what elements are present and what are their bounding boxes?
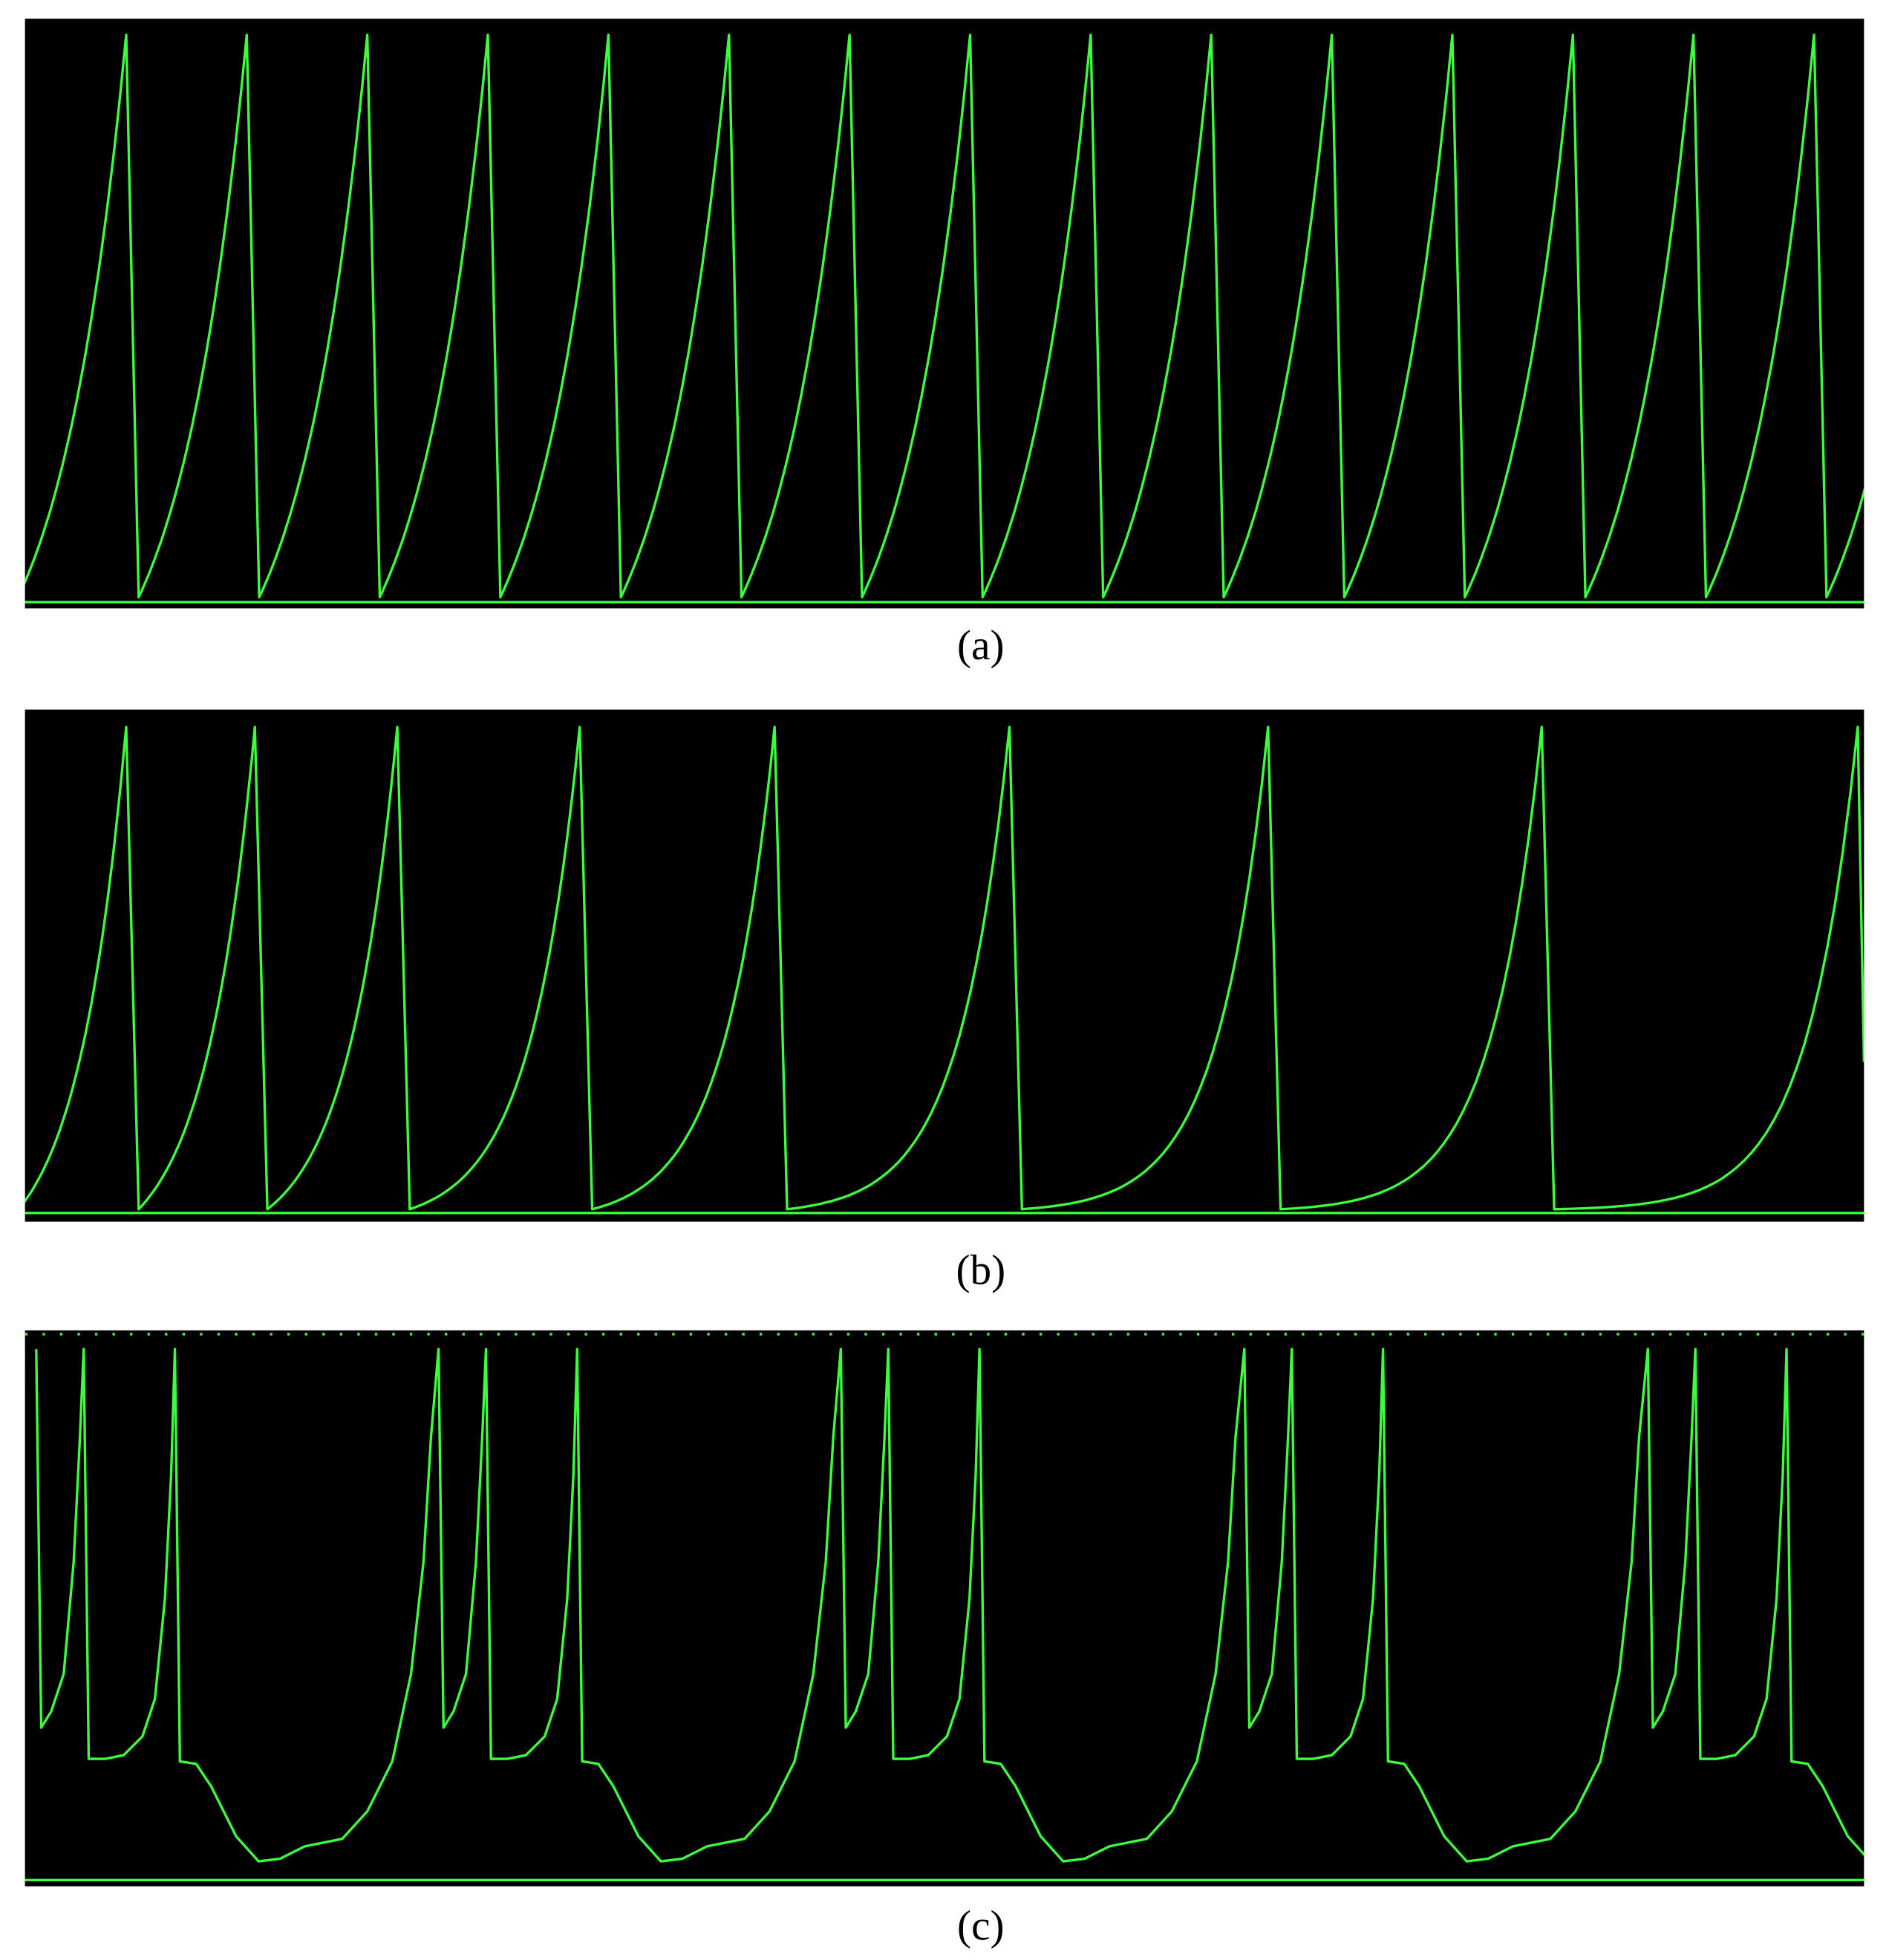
scope-panel-b — [25, 709, 1864, 1222]
trace-group — [35, 1348, 1864, 1863]
scope-panel-a — [25, 19, 1864, 609]
waveform — [25, 725, 1864, 1211]
scope-panel-c — [25, 1330, 1864, 1886]
caption: (a) — [957, 622, 1004, 669]
trace-group — [25, 33, 1864, 598]
caption: (c) — [957, 1903, 1004, 1950]
waveform — [35, 1348, 1864, 1863]
waveform — [25, 33, 1864, 598]
caption: (b) — [956, 1247, 1005, 1293]
trace-group — [25, 725, 1864, 1211]
